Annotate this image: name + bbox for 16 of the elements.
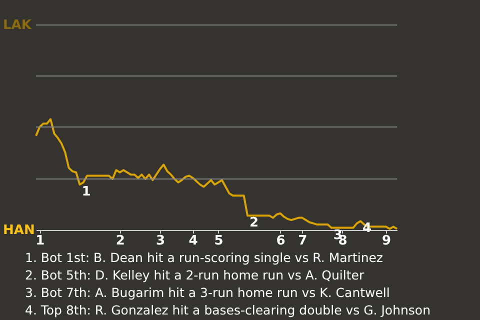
text: 3. Bot 7th: A. Bugarim hit a 3-run home run vs K. Cantwell: [25, 285, 390, 300]
text: 2. Bot 5th: D. Kelley hit a 2-run home run vs A. Quilter: [25, 268, 365, 282]
x-tick-label: 4: [188, 234, 198, 248]
x-tick-label: 6: [276, 234, 286, 248]
x-tick-label: 9: [382, 234, 392, 248]
text: LAK: [3, 18, 32, 33]
x-tick-label: 7: [298, 234, 308, 248]
text: 1. Bot 1st: B. Dean hit a run-scoring single vs R. Martinez: [25, 250, 384, 265]
annotation: 2: [249, 216, 259, 231]
x-tick-label: 1: [36, 234, 45, 248]
x-tick-label: 5: [214, 234, 224, 248]
annotation: 1: [82, 184, 91, 200]
text: HAN: [3, 223, 35, 238]
x-tick-label: 3: [156, 234, 166, 248]
x-tick-label: 2: [116, 234, 125, 248]
text: 4. Top 8th: R. Gonzalez hit a bases-clearing double vs G. Johnson: [25, 302, 431, 318]
